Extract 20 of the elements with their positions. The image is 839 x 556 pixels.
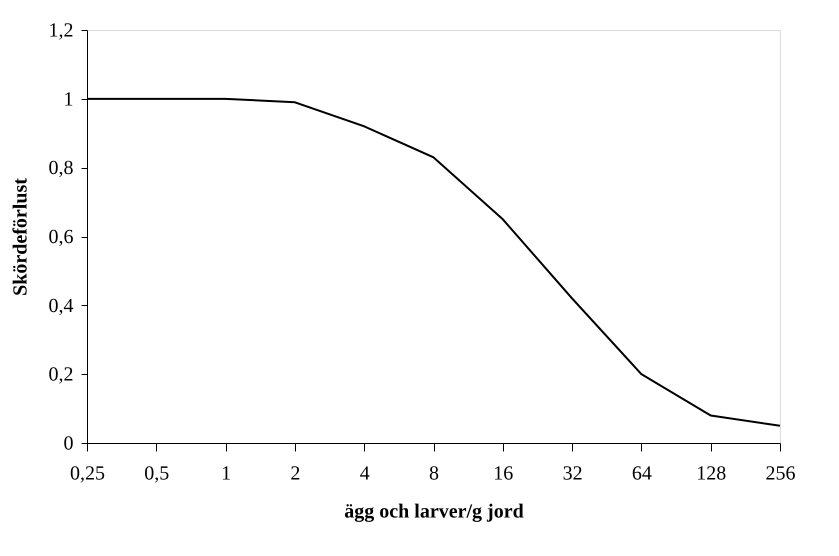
- x-tick-label: 8: [429, 462, 439, 484]
- x-tick-label: 64: [632, 462, 652, 484]
- x-tick-label: 32: [562, 462, 583, 484]
- y-axis-title: Skördeförlust: [10, 178, 32, 296]
- y-tick-label: 0: [64, 432, 74, 454]
- y-tick-label: 0,2: [48, 364, 74, 386]
- y-tick-label: 0,4: [48, 294, 74, 317]
- y-tick-label: 0,8: [48, 157, 74, 180]
- x-tick-label: 0,5: [144, 462, 170, 484]
- y-tick-label: 0,6: [48, 226, 74, 248]
- x-tick-label: 0,25: [70, 462, 105, 484]
- x-tick-label: 2: [290, 462, 300, 484]
- y-tick-label: 1: [64, 88, 74, 110]
- x-axis-title: ägg och larver/g jord: [344, 500, 524, 522]
- x-tick-label: 16: [493, 462, 514, 484]
- y-tick-label: 1,2: [48, 20, 74, 42]
- x-tick-label: 1: [221, 462, 232, 484]
- x-tick-label: 256: [766, 462, 796, 484]
- x-tick-label: 128: [696, 462, 726, 484]
- x-tick-label: 4: [360, 462, 370, 484]
